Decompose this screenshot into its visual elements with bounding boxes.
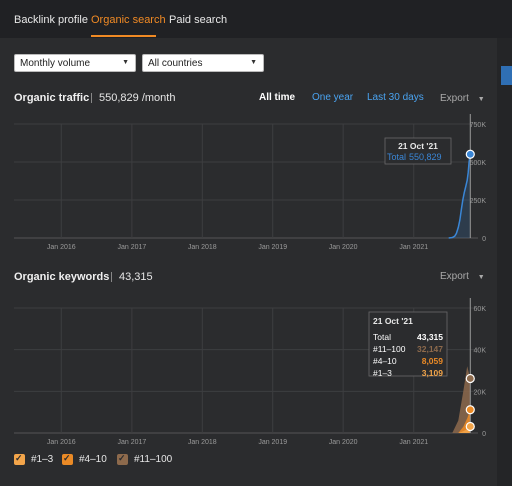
traffic-line	[448, 154, 472, 239]
x-tick-label: Jan 2020	[329, 244, 358, 251]
y-tick-label: 0	[482, 431, 486, 438]
chevron-down-icon: ▼	[122, 59, 129, 66]
point-top3	[465, 421, 475, 432]
country-select-value: All countries	[148, 58, 203, 69]
range-last-30-days[interactable]: Last 30 days	[367, 92, 424, 103]
area-top3	[452, 426, 471, 433]
y-tick-label: 750K	[470, 122, 487, 129]
legend-label: #11–100	[134, 454, 173, 465]
traffic-value: 550,829 /month	[99, 92, 176, 104]
y-tick-label: 20K	[474, 389, 487, 396]
checkbox-checked-icon: ✓	[117, 453, 128, 465]
traffic-chart: Jan 2016 Jan 2017 Jan 2018 Jan 2019 Jan 2020…	[14, 114, 487, 251]
x-tick-label: Jan 2020	[329, 439, 358, 446]
range-all-time[interactable]: All time	[259, 92, 296, 103]
x-tick-label: Jan 2021	[399, 244, 428, 251]
x-tick-label: Jan 2017	[117, 439, 146, 446]
traffic-title: Organic traffic	[14, 92, 90, 104]
checkbox-checked-icon: ✓	[62, 453, 73, 465]
tooltip-row-label: #4–10	[373, 356, 397, 366]
top-tab-bar	[0, 0, 512, 38]
scrollbar[interactable]	[497, 38, 512, 486]
export-label: Export	[440, 271, 469, 282]
keywords-value: 43,315	[119, 271, 153, 283]
range-one-year[interactable]: One year	[312, 92, 354, 103]
x-tick-label: Jan 2016	[47, 244, 76, 251]
y-tick-label: 500K	[470, 160, 487, 167]
tab-organic-search[interactable]: Organic search	[91, 14, 166, 26]
tab-backlink-profile[interactable]: Backlink profile	[14, 14, 88, 26]
divider	[111, 272, 112, 282]
traffic-tooltip: 21 Oct '21 Total 550,829	[384, 137, 452, 165]
x-tick-label: Jan 2018	[188, 439, 217, 446]
x-tick-label: Jan 2019	[258, 244, 287, 251]
point-4-10	[465, 405, 475, 415]
tooltip-row-value: 32,147	[417, 344, 443, 354]
checkbox-checked-icon: ✓	[14, 453, 25, 465]
chevron-down-icon: ▼	[250, 59, 257, 66]
traffic-tooltip-date: 21 Oct '21	[398, 141, 438, 151]
tooltip-row-value: 8,059	[422, 356, 444, 366]
keywords-export-button[interactable]: Export ▼	[440, 271, 485, 282]
x-tick-label: Jan 2021	[399, 439, 428, 446]
tooltip-row-value: 43,315	[417, 332, 443, 342]
y-tick-label: 0	[482, 236, 486, 243]
y-tick-label: 250K	[470, 198, 487, 205]
export-label: Export	[440, 93, 469, 104]
legend-label: #1–3	[31, 454, 54, 465]
keywords-tooltip-date: 21 Oct '21	[373, 316, 413, 326]
x-tick-label: Jan 2019	[258, 439, 287, 446]
traffic-hover-point	[465, 149, 475, 159]
keywords-chart: Jan 2016 Jan 2017 Jan 2018 Jan 2019 Jan 2020…	[14, 298, 487, 446]
x-tick-label: Jan 2016	[47, 439, 76, 446]
volume-select-value: Monthly volume	[20, 58, 91, 69]
tooltip-row-label: Total	[373, 332, 391, 342]
scrollbar-thumb[interactable]	[501, 66, 512, 85]
tooltip-row-value: 3,109	[422, 368, 444, 378]
volume-select[interactable]: Monthly volume ▼	[14, 54, 136, 72]
chevron-down-icon: ▼	[477, 96, 485, 103]
tab-paid-search[interactable]: Paid search	[169, 14, 228, 26]
chevron-down-icon: ▼	[477, 274, 485, 281]
divider	[91, 93, 92, 103]
active-tab-indicator	[91, 35, 156, 37]
y-tick-label: 40K	[474, 348, 487, 355]
tooltip-row-label: #11–100	[373, 344, 406, 354]
traffic-area	[448, 154, 471, 238]
legend-label: #4–10	[79, 454, 107, 465]
traffic-export-button[interactable]: Export ▼	[440, 93, 485, 104]
traffic-tooltip-total: Total 550,829	[387, 152, 442, 162]
point-11-100	[465, 373, 475, 384]
keywords-tooltip: 21 Oct '21 Total 43,315 #11–100 32,147 #…	[368, 311, 448, 378]
keywords-title: Organic keywords	[14, 271, 110, 283]
country-select[interactable]: All countries ▼	[142, 54, 264, 72]
x-tick-label: Jan 2018	[188, 244, 217, 251]
area-11-100	[452, 366, 471, 433]
tooltip-row-label: #1–3	[373, 368, 392, 378]
x-tick-label: Jan 2017	[117, 244, 146, 251]
y-tick-label: 60K	[474, 306, 487, 313]
